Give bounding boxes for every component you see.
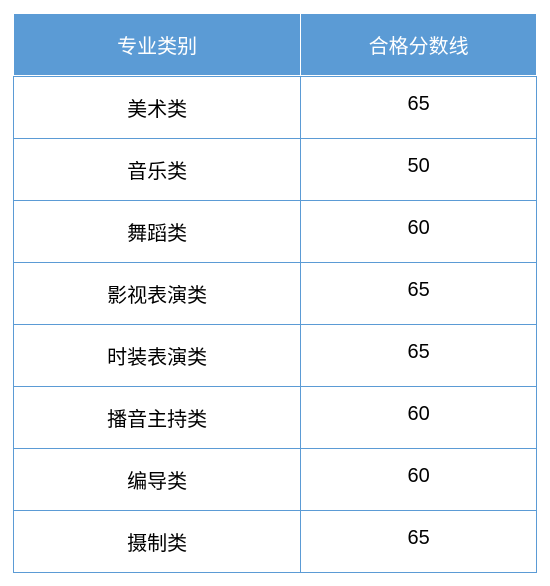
table-body: 美术类 65 音乐类 50 舞蹈类 60 影视表演类 65 时装表演类 65 播… bbox=[13, 76, 537, 573]
cell-score: 50 bbox=[301, 139, 537, 201]
table-row: 摄制类 65 bbox=[13, 511, 537, 573]
table-row: 舞蹈类 60 bbox=[13, 201, 537, 263]
cell-category: 音乐类 bbox=[13, 139, 301, 201]
cell-category: 美术类 bbox=[13, 76, 301, 139]
table-row: 影视表演类 65 bbox=[13, 263, 537, 325]
table-row: 美术类 65 bbox=[13, 76, 537, 139]
cell-score: 65 bbox=[301, 325, 537, 387]
cell-score: 65 bbox=[301, 263, 537, 325]
table-row: 播音主持类 60 bbox=[13, 387, 537, 449]
table-row: 编导类 60 bbox=[13, 449, 537, 511]
table-row: 音乐类 50 bbox=[13, 139, 537, 201]
cell-score: 60 bbox=[301, 387, 537, 449]
header-category: 专业类别 bbox=[13, 13, 301, 76]
cell-score: 65 bbox=[301, 511, 537, 573]
cell-score: 60 bbox=[301, 449, 537, 511]
cell-category: 舞蹈类 bbox=[13, 201, 301, 263]
cell-score: 65 bbox=[301, 76, 537, 139]
header-score: 合格分数线 bbox=[301, 13, 537, 76]
table-header-row: 专业类别 合格分数线 bbox=[13, 13, 537, 76]
table-row: 时装表演类 65 bbox=[13, 325, 537, 387]
cell-category: 编导类 bbox=[13, 449, 301, 511]
score-table: 专业类别 合格分数线 美术类 65 音乐类 50 舞蹈类 60 影视表演类 65… bbox=[13, 13, 537, 573]
cell-category: 摄制类 bbox=[13, 511, 301, 573]
cell-category: 时装表演类 bbox=[13, 325, 301, 387]
cell-category: 播音主持类 bbox=[13, 387, 301, 449]
cell-category: 影视表演类 bbox=[13, 263, 301, 325]
cell-score: 60 bbox=[301, 201, 537, 263]
